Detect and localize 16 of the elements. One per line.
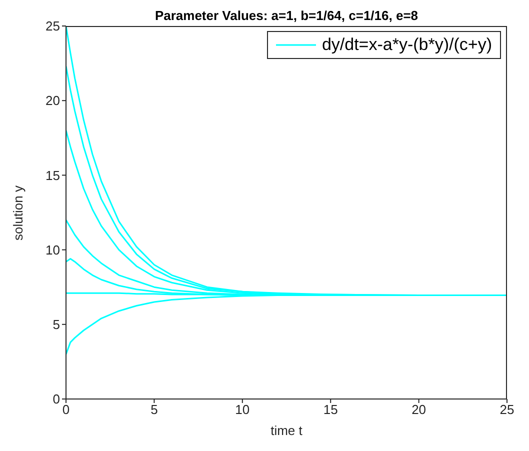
x-tick-label: 20	[412, 402, 426, 418]
y-axis-title: solution y	[10, 185, 26, 240]
y-tick-label: 20	[46, 93, 60, 108]
x-tick-label: 0	[62, 402, 70, 418]
y-tick-label: 0	[52, 392, 60, 407]
y-tick-label: 15	[46, 168, 60, 183]
x-tick-label: 15	[323, 402, 338, 418]
chart-title: Parameter Values: a=1, b=1/64, c=1/16, e=8	[154, 8, 420, 23]
legend-label: dy/dt=x-a*y-(b*y)/(c+y)	[322, 35, 492, 55]
x-tick-label: 5	[150, 402, 158, 418]
y-tick-label: 5	[52, 317, 60, 332]
x-tick-label: 25	[500, 402, 514, 418]
y-tick-label: 10	[46, 242, 60, 258]
y-tick-label: 25	[46, 18, 60, 34]
x-tick-label: 10	[235, 402, 250, 418]
x-axis-title: time t	[270, 423, 303, 438]
